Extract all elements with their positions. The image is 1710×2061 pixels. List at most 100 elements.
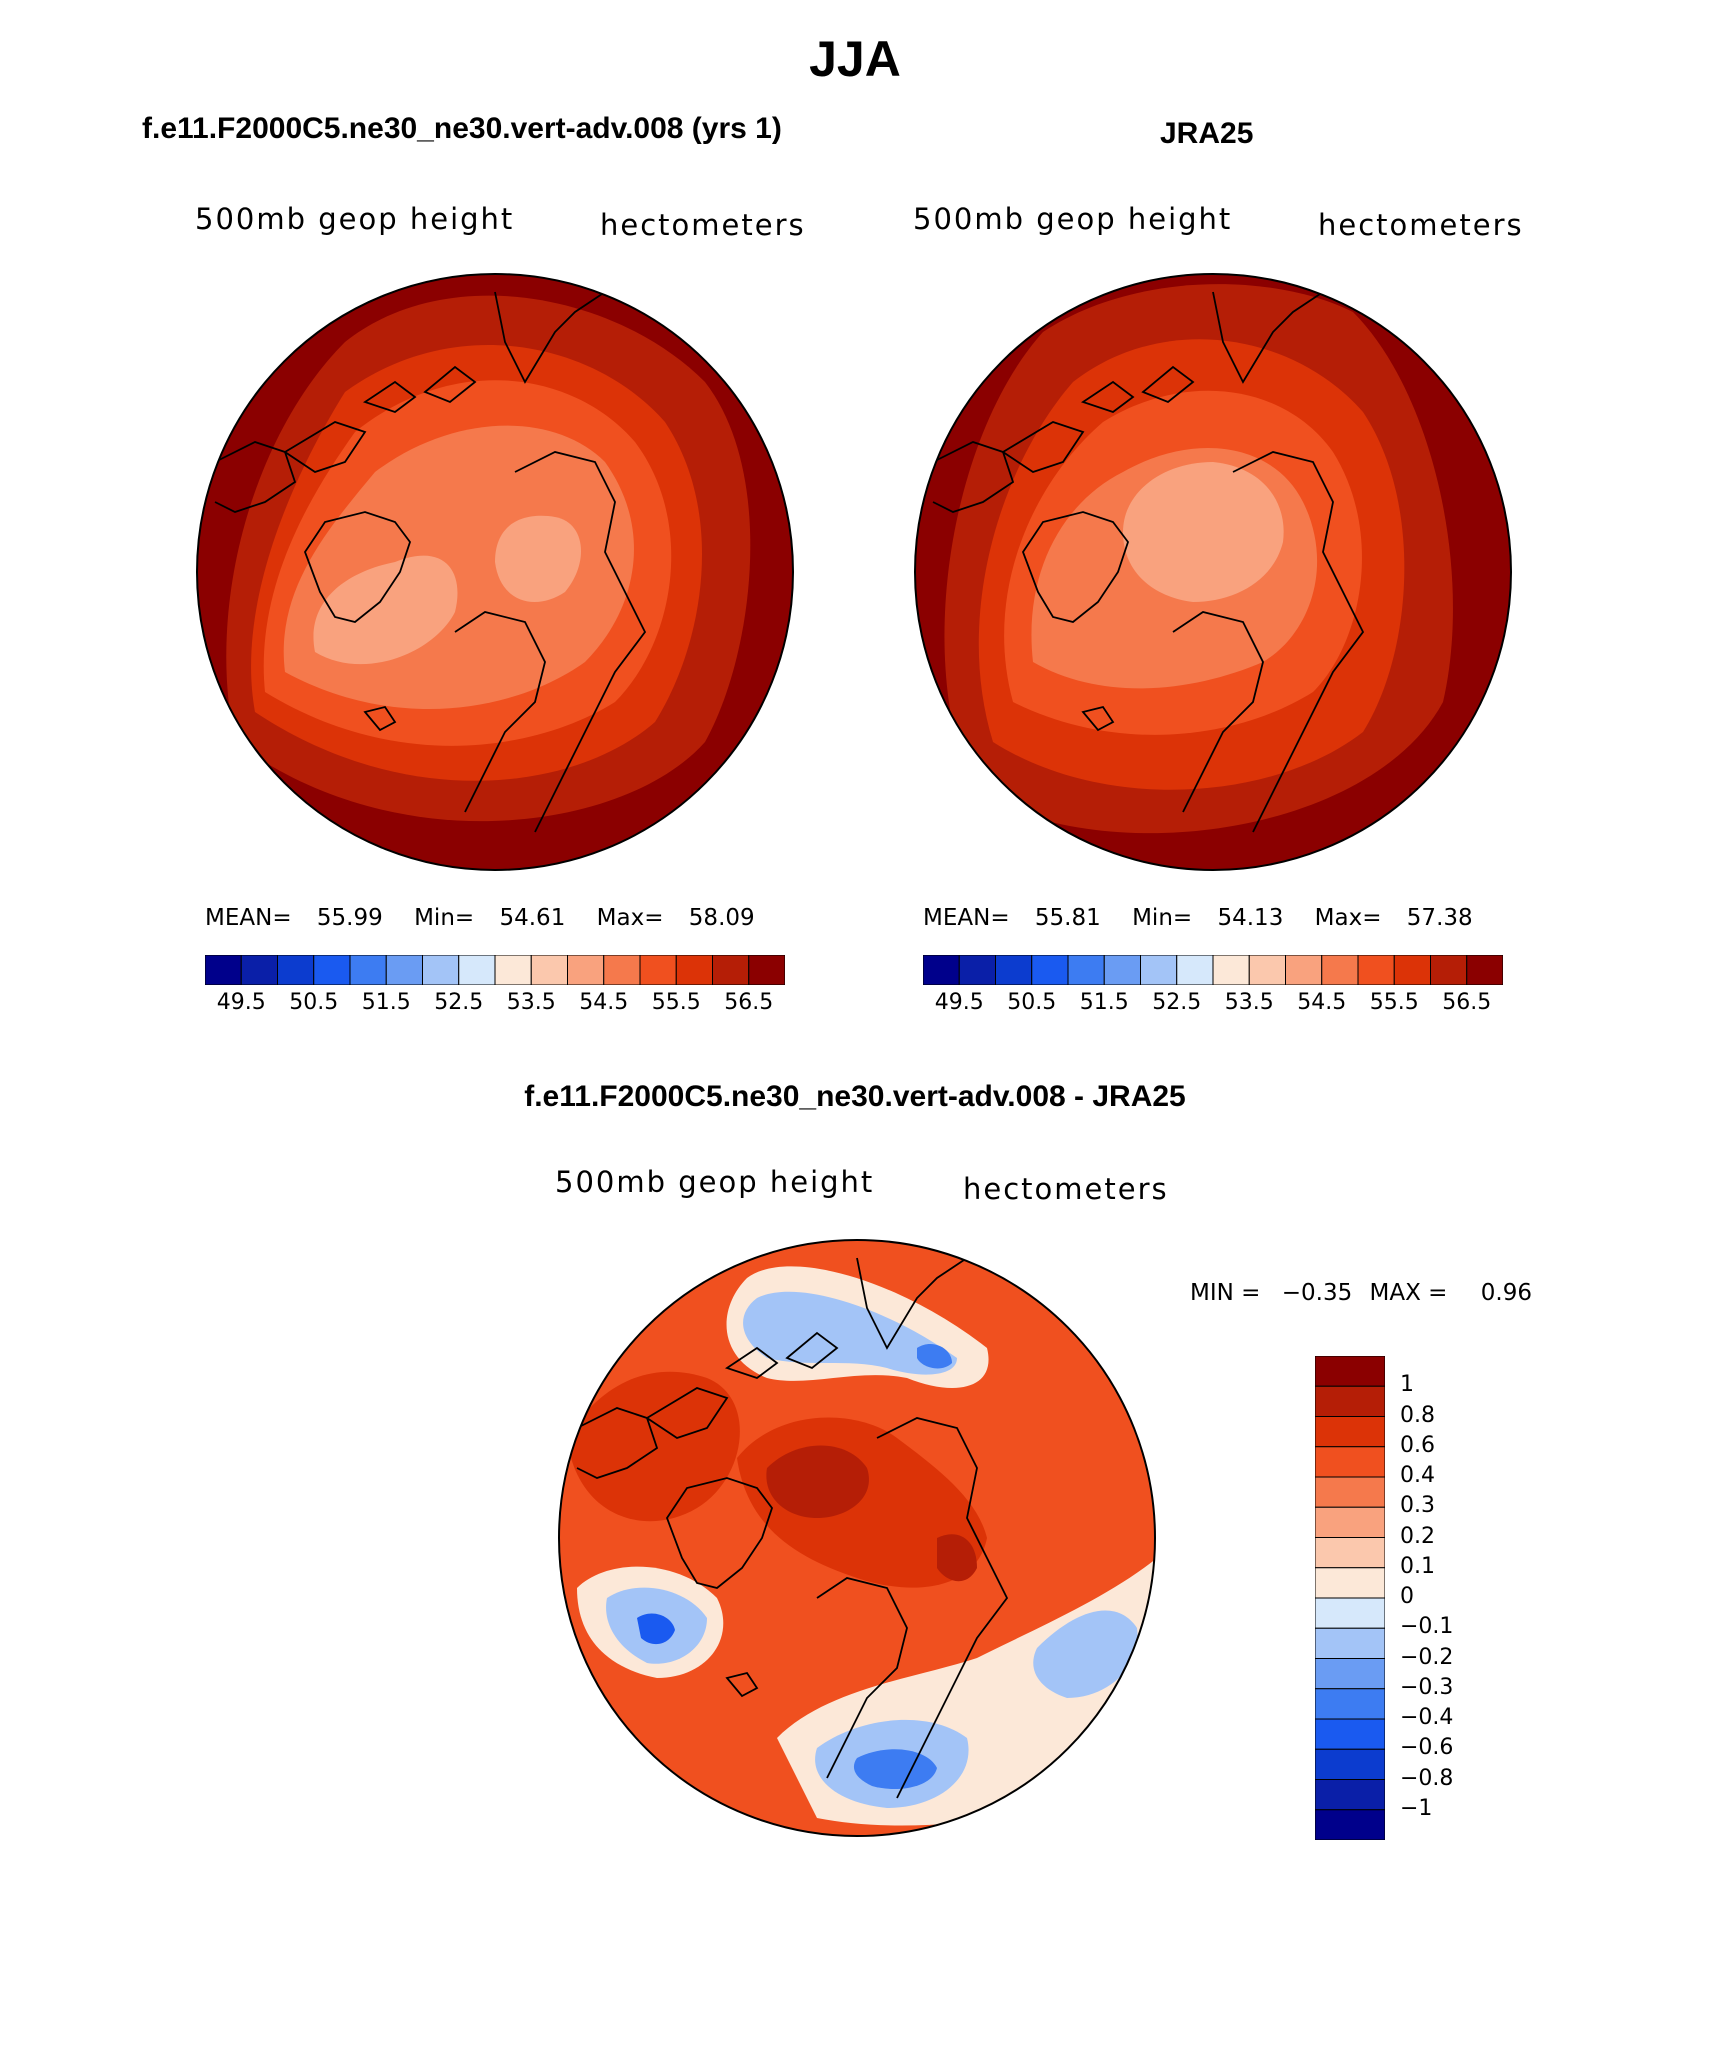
colorbar-swatch xyxy=(458,955,496,985)
diff-max-value: 0.96 xyxy=(1480,1280,1532,1306)
colorbar-swatch xyxy=(1031,955,1069,985)
diff-colorbar xyxy=(1315,1356,1385,1840)
colorbar-swatch xyxy=(205,955,242,985)
colorbar-swatch xyxy=(923,955,960,985)
diff-coastline-iceland xyxy=(725,1671,759,1698)
obs-max-label: Max= xyxy=(1314,905,1382,931)
colorbar-swatch xyxy=(1357,955,1395,985)
diff-max-label: MAX = xyxy=(1369,1280,1448,1306)
model-stats: MEAN= 55.99 Min= 54.61 Max= 58.09 xyxy=(205,905,755,931)
model-coastline-scandinavia xyxy=(454,611,546,813)
diff-colorbar-level-label: 0.4 xyxy=(1400,1463,1435,1488)
colorbar-swatch xyxy=(1067,955,1105,985)
diff-coastline-greenland xyxy=(665,1477,774,1589)
figure-title: JJA xyxy=(809,31,901,87)
colorbar-swatch xyxy=(277,955,315,985)
model-units-label: hectometers xyxy=(600,208,806,242)
diff-variable-label: 500mb geop height xyxy=(555,1165,875,1199)
diff-coastline-siberia xyxy=(876,1417,1009,1799)
obs-colorbar-ticks: 49.5 50.5 51.5 52.5 53.5 54.5 55.5 56.5 xyxy=(923,990,1503,1020)
diff-colorbar-level-label: −0.1 xyxy=(1400,1614,1454,1640)
diff-coastline-alaska xyxy=(856,1257,968,1350)
obs-map-border xyxy=(914,273,1512,871)
colorbar-swatch xyxy=(1430,955,1468,985)
obs-case-title: JRA25 xyxy=(1160,117,1254,150)
model-colorbar-ticks: 49.5 50.5 51.5 52.5 53.5 54.5 55.5 56.5 xyxy=(205,990,785,1020)
diff-colorbar-swatch xyxy=(1315,1446,1385,1478)
colorbar-swatch xyxy=(349,955,387,985)
obs-coastline-north-america xyxy=(932,441,1015,513)
model-coastline-north-america xyxy=(214,441,297,513)
colorbar-swatch xyxy=(995,955,1033,985)
colorbar-swatch xyxy=(1212,955,1250,985)
diff-min-value: −0.35 xyxy=(1281,1280,1353,1306)
model-coastline-arctic-islands xyxy=(283,365,477,473)
colorbar-tick-label: 54.5 xyxy=(579,990,629,1015)
model-map-border xyxy=(196,273,794,871)
diff-colorbar-level-label: −0.4 xyxy=(1400,1705,1454,1730)
diff-contour-max-band xyxy=(937,1534,977,1582)
obs-variable-label: 500mb geop height xyxy=(913,202,1233,236)
model-coastline-alaska xyxy=(494,291,606,384)
colorbar-tick-label: 51.5 xyxy=(361,990,411,1015)
colorbar-swatch xyxy=(712,955,750,985)
model-contour-band xyxy=(313,555,458,665)
diff-colorbar-swatch xyxy=(1315,1658,1385,1690)
colorbar-tick-label: 49.5 xyxy=(216,990,266,1015)
diff-colorbar-level-label: 0.8 xyxy=(1400,1402,1435,1428)
diff-contour-positive-band xyxy=(567,1371,740,1522)
obs-mean-label: MEAN= xyxy=(923,905,1010,931)
diff-coastline-arctic-islands xyxy=(645,1331,839,1439)
colorbar-swatch xyxy=(567,955,605,985)
diff-colorbar-level-label: 0 xyxy=(1400,1584,1414,1609)
obs-polar-map xyxy=(914,273,1512,871)
diff-colorbar-level-label: −0.6 xyxy=(1400,1735,1454,1761)
diff-colorbar-swatch xyxy=(1315,1476,1385,1508)
obs-contour-band xyxy=(1123,462,1284,602)
model-max-label: Max= xyxy=(596,905,664,931)
obs-max-value: 57.38 xyxy=(1406,905,1473,931)
colorbar-tick-label: 52.5 xyxy=(434,990,484,1015)
diff-colorbar-swatch xyxy=(1315,1416,1385,1448)
diff-map-border xyxy=(558,1239,1156,1837)
model-colorbar xyxy=(205,955,785,985)
obs-units-label: hectometers xyxy=(1318,208,1524,242)
diff-colorbar-swatch xyxy=(1315,1385,1385,1417)
obs-mean-value: 55.81 xyxy=(1034,905,1101,931)
colorbar-tick-label: 50.5 xyxy=(289,990,339,1015)
diff-contour-max-band xyxy=(766,1445,869,1518)
diff-contour-negative xyxy=(1033,1610,1138,1698)
colorbar-swatch xyxy=(603,955,641,985)
colorbar-swatch xyxy=(313,955,351,985)
diff-colorbar-swatch xyxy=(1315,1688,1385,1720)
diff-colorbar-level-label: 0.1 xyxy=(1400,1553,1435,1579)
obs-colorbar xyxy=(923,955,1503,985)
colorbar-swatch xyxy=(1140,955,1178,985)
colorbar-swatch xyxy=(1393,955,1431,985)
obs-coastline-greenland xyxy=(1021,511,1130,623)
diff-colorbar-swatch xyxy=(1315,1779,1385,1811)
model-max-value: 58.09 xyxy=(688,905,755,931)
colorbar-swatch xyxy=(240,955,278,985)
model-coastline-siberia xyxy=(514,451,647,833)
colorbar-tick-label: 53.5 xyxy=(1224,990,1274,1015)
diff-colorbar-level-label: 0.2 xyxy=(1400,1523,1435,1549)
diff-colorbar-swatch xyxy=(1315,1748,1385,1780)
colorbar-swatch xyxy=(530,955,568,985)
colorbar-swatch xyxy=(675,955,713,985)
obs-min-value: 54.13 xyxy=(1217,905,1284,931)
obs-stats: MEAN= 55.81 Min= 54.13 Max= 57.38 xyxy=(923,905,1473,931)
model-case-title: f.e11.F2000C5.ne30_ne30.vert-adv.008 (yr… xyxy=(142,112,782,145)
model-contour-band xyxy=(495,515,582,602)
colorbar-swatch xyxy=(748,955,785,985)
diff-colorbar-swatch xyxy=(1315,1809,1385,1840)
colorbar-swatch xyxy=(1466,955,1503,985)
diff-polar-map xyxy=(558,1239,1156,1837)
diff-min-label: MIN = xyxy=(1190,1280,1261,1306)
diff-colorbar-swatch xyxy=(1315,1597,1385,1629)
diff-colorbar-levels: 1 0.8 0.6 0.4 0.3 0.2 0.1 0 −0.1 −0.2 −0.3 −0.4 −0.6… xyxy=(1390,1356,1510,1840)
colorbar-tick-label: 56.5 xyxy=(724,990,774,1015)
diff-colorbar-level-label: 0.3 xyxy=(1400,1493,1435,1519)
diff-contour-negative-strong xyxy=(637,1613,675,1645)
obs-coastline-iceland xyxy=(1081,705,1115,732)
